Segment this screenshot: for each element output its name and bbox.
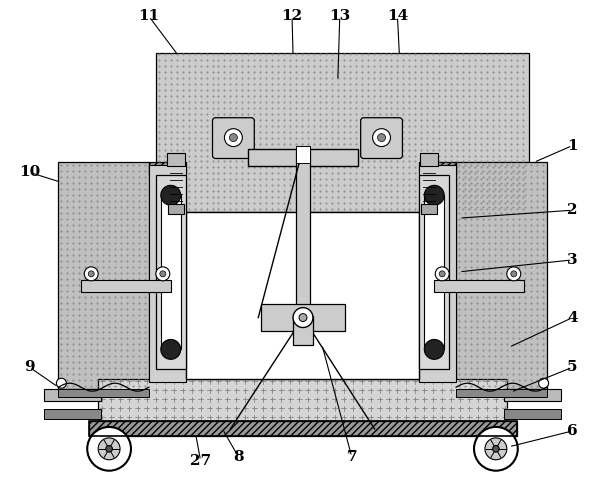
Bar (293, 316, 313, 345)
Circle shape (474, 427, 518, 471)
Bar (45, 389, 101, 401)
Bar (98, 379, 507, 421)
Bar (45, 409, 101, 419)
Text: 7: 7 (347, 450, 357, 464)
Circle shape (492, 446, 499, 452)
Text: 9: 9 (24, 360, 35, 375)
Bar (89, 421, 517, 436)
Circle shape (224, 129, 243, 147)
Bar (420, 152, 438, 167)
Bar (161, 195, 181, 349)
Circle shape (160, 271, 166, 277)
Text: 2: 2 (567, 203, 578, 217)
Bar (168, 204, 184, 214)
Circle shape (56, 378, 67, 388)
Bar (419, 163, 456, 174)
Text: 11: 11 (139, 9, 160, 23)
Circle shape (538, 378, 549, 388)
Text: 27: 27 (190, 454, 211, 468)
Bar (81, 280, 171, 292)
Text: 8: 8 (233, 450, 244, 464)
Bar (424, 195, 444, 349)
Circle shape (161, 186, 181, 205)
Circle shape (439, 271, 445, 277)
Circle shape (507, 267, 521, 281)
Circle shape (378, 133, 385, 142)
Circle shape (229, 133, 237, 142)
Bar (59, 163, 149, 389)
Bar (456, 389, 546, 397)
Bar (504, 389, 560, 401)
Circle shape (424, 339, 444, 359)
Bar (261, 304, 345, 332)
Circle shape (485, 438, 507, 460)
Text: 5: 5 (567, 360, 578, 375)
Bar (186, 212, 419, 379)
Bar (419, 175, 449, 369)
Text: 1: 1 (567, 139, 578, 152)
Circle shape (88, 271, 94, 277)
Text: 4: 4 (567, 311, 578, 324)
Circle shape (293, 308, 313, 328)
Circle shape (98, 438, 120, 460)
Bar (419, 166, 456, 382)
Bar (504, 409, 560, 419)
Bar (149, 166, 186, 382)
Bar (421, 204, 437, 214)
Bar (296, 146, 310, 164)
Circle shape (435, 267, 449, 281)
Bar (248, 149, 358, 167)
Bar (149, 163, 186, 174)
Bar (89, 421, 517, 436)
Text: 14: 14 (387, 9, 408, 23)
Circle shape (161, 339, 181, 359)
Text: 13: 13 (329, 9, 350, 23)
Circle shape (84, 267, 98, 281)
Circle shape (106, 446, 113, 452)
Bar (456, 163, 546, 389)
Bar (434, 280, 524, 292)
Text: 10: 10 (19, 166, 40, 179)
Circle shape (87, 427, 131, 471)
Circle shape (373, 129, 390, 147)
Text: 3: 3 (567, 253, 578, 267)
Text: 12: 12 (281, 9, 302, 23)
Bar (296, 149, 310, 318)
Bar (167, 152, 185, 167)
Circle shape (424, 186, 444, 205)
FancyBboxPatch shape (361, 118, 402, 158)
Bar (59, 389, 149, 397)
Text: 6: 6 (567, 424, 578, 438)
Circle shape (299, 314, 307, 321)
Circle shape (156, 267, 170, 281)
Circle shape (511, 271, 517, 277)
Bar (156, 175, 186, 369)
Bar (156, 53, 529, 212)
FancyBboxPatch shape (212, 118, 254, 158)
